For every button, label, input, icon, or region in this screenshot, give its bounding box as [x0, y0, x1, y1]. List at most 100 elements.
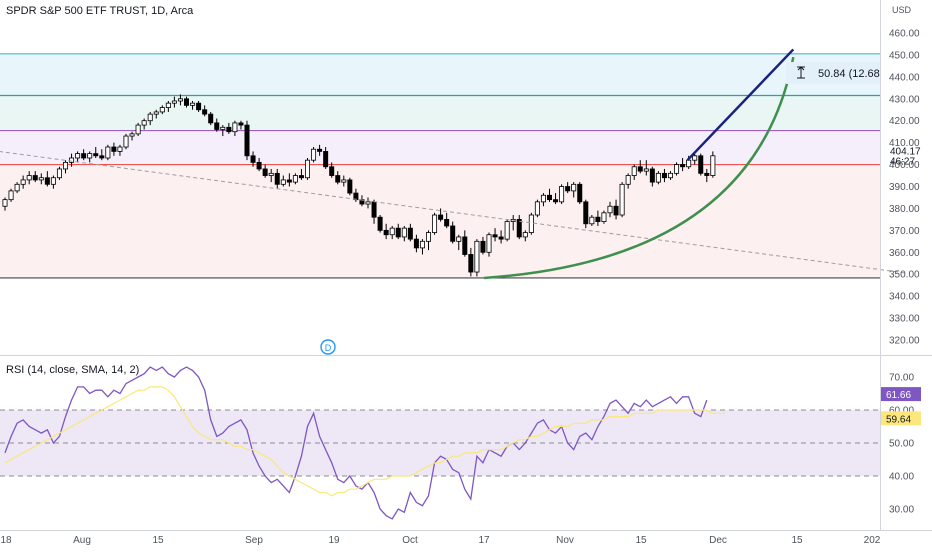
rsi-tick-label[interactable]: 70.00 [889, 373, 914, 384]
candle[interactable] [311, 147, 317, 163]
candle[interactable] [335, 171, 341, 185]
time-tick-label[interactable]: Nov [556, 535, 574, 546]
candle[interactable] [8, 188, 14, 202]
candle[interactable] [81, 149, 87, 161]
candle[interactable] [571, 182, 577, 198]
candle[interactable] [69, 153, 75, 167]
candle[interactable] [56, 166, 62, 180]
candle[interactable] [547, 188, 553, 202]
candle[interactable] [559, 184, 565, 205]
candle[interactable] [268, 168, 274, 183]
candle[interactable] [190, 100, 196, 110]
candle[interactable] [516, 215, 522, 240]
candle[interactable] [698, 153, 704, 176]
candle[interactable] [159, 105, 165, 115]
time-tick-label[interactable]: Oct [402, 535, 418, 546]
candle[interactable] [637, 160, 643, 174]
dashed-trendline[interactable] [0, 151, 907, 274]
candle[interactable] [631, 164, 637, 180]
candle[interactable] [153, 109, 159, 119]
price-tick-label[interactable]: 430.00 [889, 94, 920, 105]
candle[interactable] [2, 197, 8, 211]
candle[interactable] [26, 171, 32, 185]
price-tick-label[interactable]: 450.00 [889, 50, 920, 61]
candle[interactable] [20, 175, 26, 189]
rsi-ma-line[interactable] [4, 386, 725, 497]
candle[interactable] [601, 210, 607, 224]
candle[interactable] [63, 160, 69, 174]
candle[interactable] [462, 230, 468, 257]
candle[interactable] [196, 100, 202, 112]
price-tick-label[interactable]: 320.00 [889, 336, 920, 347]
candle[interactable] [347, 177, 353, 196]
candle[interactable] [117, 144, 123, 156]
candle[interactable] [256, 157, 262, 172]
candle[interactable] [595, 210, 601, 226]
candle[interactable] [589, 215, 595, 226]
price-tick-label[interactable]: 460.00 [889, 29, 920, 40]
candle[interactable] [534, 199, 540, 218]
candle[interactable] [280, 175, 286, 187]
candle[interactable] [583, 199, 589, 229]
candle[interactable] [208, 111, 214, 126]
price-tick-label[interactable]: 410.00 [889, 138, 920, 149]
candle[interactable] [250, 151, 256, 167]
candle[interactable] [468, 247, 474, 277]
candle[interactable] [123, 133, 129, 150]
rsi-line[interactable] [4, 366, 708, 520]
candle[interactable] [202, 105, 208, 117]
candle[interactable] [129, 131, 135, 141]
candle[interactable] [661, 168, 667, 183]
price-tick-label[interactable]: 340.00 [889, 292, 920, 303]
candle[interactable] [540, 193, 546, 207]
candle[interactable] [710, 151, 716, 178]
time-tick-label[interactable]: 202 [864, 535, 881, 546]
candle[interactable] [456, 234, 462, 251]
time-tick-label[interactable]: 17 [478, 535, 490, 546]
candle[interactable] [286, 173, 292, 187]
candle[interactable] [425, 230, 431, 251]
candle[interactable] [674, 162, 680, 176]
candle[interactable] [32, 171, 38, 183]
candle[interactable] [75, 151, 81, 163]
price-tick-label[interactable]: 380.00 [889, 204, 920, 215]
candle[interactable] [165, 100, 171, 112]
candle[interactable] [668, 171, 674, 180]
candle[interactable] [413, 234, 419, 253]
candle[interactable] [649, 166, 655, 187]
time-tick-label[interactable]: 19 [328, 535, 340, 546]
price-tick-label[interactable]: 420.00 [889, 116, 920, 127]
candle[interactable] [244, 120, 250, 161]
candle[interactable] [105, 144, 111, 161]
candle[interactable] [498, 230, 504, 244]
dividend-marker[interactable]: D [320, 339, 336, 355]
candle[interactable] [704, 168, 710, 183]
time-tick-label[interactable]: 15 [152, 535, 164, 546]
time-tick-label[interactable]: Aug [73, 535, 91, 546]
candle[interactable] [643, 160, 649, 176]
candle[interactable] [655, 171, 661, 185]
candle[interactable] [607, 201, 613, 218]
rsi-tick-label[interactable]: 30.00 [889, 505, 914, 516]
rsi-tick-label[interactable]: 40.00 [889, 472, 914, 483]
time-tick-label[interactable]: Dec [709, 535, 727, 546]
candle[interactable] [14, 182, 20, 194]
candle[interactable] [692, 153, 698, 165]
candle[interactable] [522, 230, 528, 242]
candle[interactable] [419, 239, 425, 255]
candle[interactable] [365, 197, 371, 209]
candle[interactable] [504, 219, 510, 242]
candle[interactable] [528, 212, 534, 235]
candle[interactable] [565, 182, 571, 194]
candle[interactable] [401, 225, 407, 242]
candle[interactable] [298, 168, 304, 180]
rsi-layer[interactable] [0, 366, 880, 520]
price-tick-label[interactable]: 350.00 [889, 270, 920, 281]
candle[interactable] [262, 164, 268, 178]
candle[interactable] [93, 147, 99, 158]
price-tick-label[interactable]: 360.00 [889, 248, 920, 259]
price-tick-label[interactable]: 370.00 [889, 226, 920, 237]
candle[interactable] [450, 221, 456, 244]
candle[interactable] [177, 94, 183, 106]
